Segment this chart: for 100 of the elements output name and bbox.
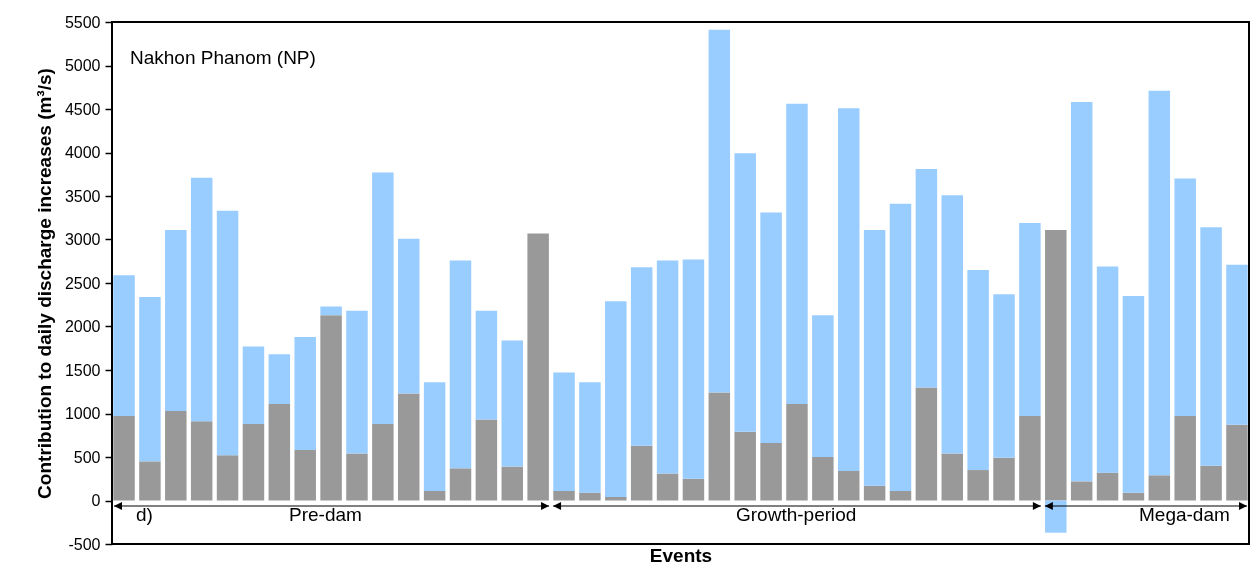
bar [1148, 90, 1171, 476]
bar [605, 301, 627, 498]
bar [294, 450, 316, 501]
bar [320, 306, 342, 316]
bar [605, 497, 627, 501]
bar [967, 269, 989, 471]
bar [889, 490, 912, 501]
bar [708, 392, 731, 501]
bar [837, 108, 860, 471]
bar [268, 403, 291, 501]
bar [863, 485, 886, 501]
bar [786, 103, 808, 404]
bar [449, 260, 472, 469]
y-tick-label: 3500 [64, 187, 101, 205]
bar [320, 315, 342, 501]
bar [1096, 472, 1119, 501]
bar [734, 153, 756, 432]
y-tick-label: 1000 [64, 405, 101, 422]
y-tick-label: 1500 [64, 361, 101, 379]
bar [475, 419, 498, 501]
y-tick-label: 5500 [64, 13, 101, 31]
y-tick-label: 2000 [64, 318, 101, 335]
bar [449, 468, 472, 501]
bar [1174, 178, 1196, 417]
bar [1148, 475, 1171, 501]
bar [216, 455, 239, 501]
bar [1226, 424, 1248, 501]
bar [139, 461, 161, 501]
bar [294, 336, 316, 451]
y-tick-label: 5000 [64, 57, 101, 74]
bar [1019, 416, 1041, 501]
bar [113, 275, 135, 417]
bar [579, 492, 601, 501]
bar [579, 382, 601, 493]
bar [941, 453, 963, 501]
bar [889, 203, 912, 491]
bar [1045, 500, 1067, 533]
bar [941, 195, 963, 454]
y-tick-label: 3000 [64, 231, 101, 248]
x-axis-title: Events [649, 544, 713, 566]
bar [423, 382, 446, 491]
bar [915, 169, 938, 388]
bar [760, 212, 782, 444]
bar [372, 423, 394, 501]
bar [165, 229, 187, 411]
bar [1200, 227, 1222, 466]
bar [423, 490, 446, 501]
bar [1096, 266, 1119, 473]
bar [346, 453, 368, 501]
bar [475, 310, 498, 420]
bar [630, 445, 653, 501]
bar [993, 294, 1015, 458]
bar [268, 354, 291, 404]
bar [113, 416, 135, 501]
bar [190, 421, 213, 501]
y-tick-label: 4000 [64, 144, 101, 161]
bar [501, 466, 524, 501]
bar [190, 177, 213, 422]
bar [165, 410, 187, 501]
bar [1070, 102, 1093, 482]
y-tick-label: 2500 [64, 274, 101, 292]
bar [682, 478, 705, 501]
bar [242, 423, 265, 501]
bar [372, 172, 394, 424]
y-axis-title: Contribution to daily discharge increases (m³/s) [33, 68, 55, 499]
bar [1122, 296, 1145, 493]
bar [967, 470, 989, 501]
bar [346, 310, 368, 454]
bar [527, 233, 549, 501]
annotation: Pre-dam [289, 504, 362, 525]
bar [216, 210, 239, 456]
bar [553, 372, 575, 491]
bar [708, 29, 731, 393]
annotation: Growth-period [736, 504, 857, 525]
bar [1070, 481, 1093, 501]
bar [734, 431, 756, 501]
bar [682, 259, 705, 479]
bar [501, 340, 524, 467]
bar [812, 457, 834, 501]
bar [786, 403, 808, 501]
bar [863, 229, 886, 486]
bar [242, 346, 265, 424]
bar [630, 267, 653, 446]
bar [1045, 229, 1067, 501]
bar [656, 473, 679, 501]
y-tick-label: 4500 [64, 100, 101, 118]
bar [1200, 465, 1222, 501]
bar [993, 457, 1015, 501]
bar [1226, 264, 1248, 425]
y-tick-label: 500 [73, 448, 101, 466]
bar [837, 470, 860, 501]
bar [915, 387, 938, 501]
bar [398, 238, 420, 394]
bar [812, 315, 834, 457]
bar [760, 443, 782, 501]
bar [398, 393, 420, 501]
annotation: d) [136, 504, 153, 525]
bar [1174, 416, 1196, 501]
bar [1019, 222, 1041, 417]
bar [553, 490, 575, 501]
